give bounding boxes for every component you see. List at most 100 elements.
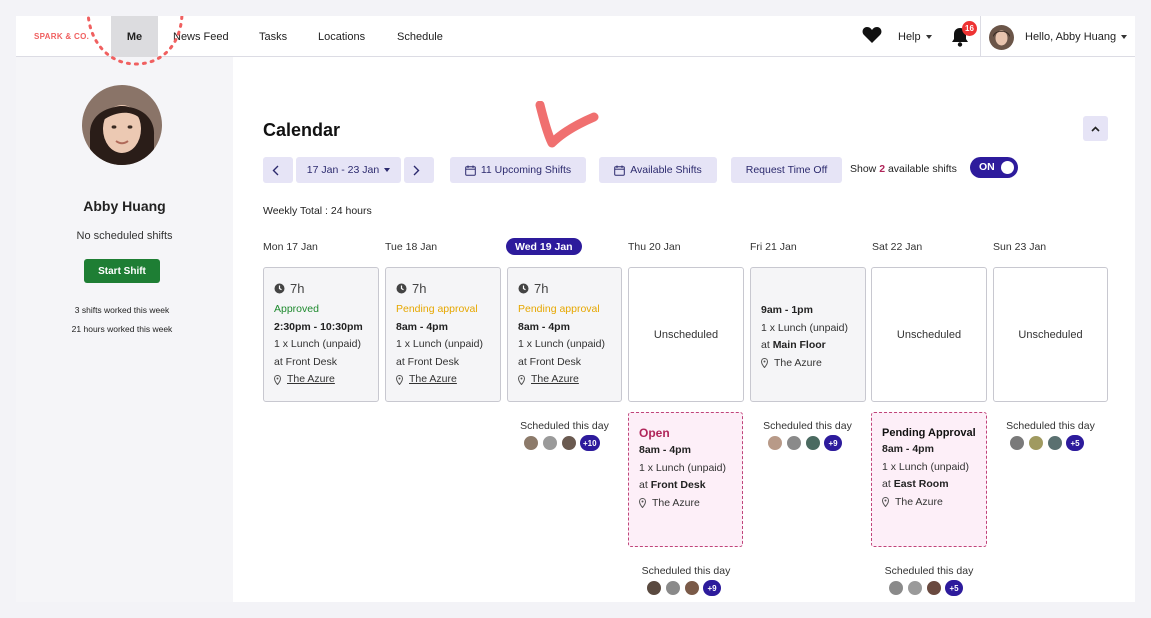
nav-news-feed[interactable]: News Feed xyxy=(173,31,229,43)
clock-icon xyxy=(396,283,407,294)
map-pin-icon xyxy=(639,498,646,509)
coworker-avatar xyxy=(542,435,558,451)
coworker-avatar xyxy=(523,435,539,451)
shift-card-mon[interactable]: 7h Approved 2:30pm - 10:30pm 1 x Lunch (… xyxy=(263,267,379,402)
shift-card-fri[interactable]: 9am - 1pm 1 x Lunch (unpaid) at Main Flo… xyxy=(750,267,866,402)
scheduled-avatars-thu[interactable]: +9 xyxy=(646,580,721,596)
available-shifts-label: Available Shifts xyxy=(630,164,702,176)
start-shift-button[interactable]: Start Shift xyxy=(84,259,160,283)
nav-locations[interactable]: Locations xyxy=(318,31,366,43)
shift-venue: The Azure xyxy=(396,371,490,389)
shift-hours: 7h xyxy=(518,281,611,296)
weekly-total: Weekly Total : 24 hours xyxy=(263,205,372,217)
show-count: 2 xyxy=(879,163,886,175)
venue-link[interactable]: The Azure xyxy=(409,373,457,385)
open-shift-card-thu[interactable]: Open 8am - 4pm 1 x Lunch (unpaid) at Fro… xyxy=(628,412,743,547)
map-pin-icon xyxy=(396,374,403,385)
shift-venue: The Azure xyxy=(274,371,368,389)
user-menu[interactable]: Hello, Abby Huang xyxy=(1025,31,1128,43)
profile-sidebar: Abby Huang No scheduled shifts Start Shi… xyxy=(16,57,233,602)
next-week-button[interactable] xyxy=(404,157,434,183)
scheduled-label-wed: Scheduled this day xyxy=(520,420,609,432)
shift-card-wed[interactable]: 7h Pending approval 8am - 4pm 1 x Lunch … xyxy=(507,267,622,402)
shift-venue: The Azure xyxy=(761,355,855,373)
area-place: Main Floor xyxy=(772,339,826,351)
user-avatar-icon xyxy=(989,25,1014,50)
chevron-down-icon xyxy=(1121,35,1128,40)
shift-venue: The Azure xyxy=(882,494,976,512)
user-avatar[interactable] xyxy=(989,25,1014,50)
toggle-label: ON xyxy=(979,161,995,173)
coworker-avatar xyxy=(1009,435,1025,451)
scheduled-avatars-sat[interactable]: +5 xyxy=(888,580,963,596)
date-range-dropdown[interactable]: 17 Jan - 23 Jan xyxy=(296,157,401,183)
show-available-toggle[interactable]: ON xyxy=(970,157,1018,178)
venue-name: The Azure xyxy=(895,495,943,508)
scheduled-label-thu: Scheduled this day xyxy=(641,565,731,577)
pending-shift-title: Pending Approval xyxy=(882,427,976,439)
map-pin-icon xyxy=(761,358,768,369)
area-place: East Room xyxy=(893,478,949,490)
shift-status: Pending approval xyxy=(518,303,600,315)
shift-card-tue[interactable]: 7h Pending approval 8am - 4pm 1 x Lunch … xyxy=(385,267,501,402)
shift-time: 2:30pm - 10:30pm xyxy=(274,320,363,333)
scheduled-label-fri: Scheduled this day xyxy=(763,420,852,432)
toggle-knob xyxy=(1001,161,1014,174)
shift-area: at Front Desk xyxy=(396,355,460,368)
coworker-avatar xyxy=(561,435,577,451)
shift-venue: The Azure xyxy=(518,371,611,389)
clock-icon xyxy=(274,283,285,294)
shift-area: at Front Desk xyxy=(274,355,338,368)
coworker-avatar xyxy=(786,435,802,451)
profile-name: Abby Huang xyxy=(83,198,166,214)
area-prefix: at xyxy=(761,339,770,351)
scheduled-avatars-wed[interactable]: +10 xyxy=(523,435,600,451)
shift-time: 8am - 4pm xyxy=(396,320,448,333)
open-shift-title: Open xyxy=(639,426,670,440)
brand-logo[interactable]: SPARK & CO. xyxy=(34,32,90,41)
unscheduled-card-thu: Unscheduled xyxy=(628,267,744,402)
collapse-button[interactable] xyxy=(1083,116,1108,141)
hours-worked-stat: 21 hours worked this week xyxy=(71,324,173,334)
shift-area: at East Room xyxy=(882,476,976,494)
upcoming-shifts-label: 11 Upcoming Shifts xyxy=(480,164,572,176)
shift-venue: The Azure xyxy=(639,495,732,513)
available-shifts-button[interactable]: Available Shifts xyxy=(599,157,717,183)
profile-avatar xyxy=(82,85,162,165)
nav-me[interactable]: Me xyxy=(111,16,158,57)
nav-tasks[interactable]: Tasks xyxy=(259,31,288,43)
nav-divider xyxy=(980,16,981,57)
heart-icon[interactable] xyxy=(862,26,882,44)
shift-break: 1 x Lunch (unpaid) xyxy=(761,321,848,334)
shifts-worked-stat: 3 shifts worked this week xyxy=(74,305,170,315)
more-count-badge: +9 xyxy=(824,435,842,451)
scheduled-label-sat: Scheduled this day xyxy=(884,565,974,577)
shift-area: at Front Desk xyxy=(518,355,582,368)
profile-photo-icon xyxy=(82,85,162,165)
page-title: Calendar xyxy=(263,120,341,140)
coworker-avatar xyxy=(1028,435,1044,451)
upcoming-shifts-button[interactable]: 11 Upcoming Shifts xyxy=(450,157,586,183)
unscheduled-card-sun: Unscheduled xyxy=(993,267,1108,402)
pending-shift-card-sat[interactable]: Pending Approval 8am - 4pm 1 x Lunch (un… xyxy=(871,412,987,547)
chevron-left-icon xyxy=(272,165,279,175)
scheduled-avatars-fri[interactable]: +9 xyxy=(767,435,842,451)
shift-break: 1 x Lunch (unpaid) xyxy=(396,338,483,350)
help-menu[interactable]: Help xyxy=(898,31,932,43)
chevron-down-icon xyxy=(384,168,391,172)
scheduled-avatars-sun[interactable]: +5 xyxy=(1009,435,1084,451)
venue-link[interactable]: The Azure xyxy=(287,373,335,385)
venue-link[interactable]: The Azure xyxy=(531,373,579,385)
venue-name: The Azure xyxy=(774,356,822,369)
day-header-fri: Fri 21 Jan xyxy=(750,241,797,253)
coworker-avatar xyxy=(684,580,700,596)
coworker-avatar xyxy=(888,580,904,596)
shift-hours-value: 7h xyxy=(534,281,549,296)
coworker-avatar xyxy=(907,580,923,596)
nav-schedule[interactable]: Schedule xyxy=(397,31,443,43)
map-pin-icon xyxy=(274,374,281,385)
chevron-right-icon xyxy=(413,165,420,175)
day-header-sat: Sat 22 Jan xyxy=(872,241,923,253)
request-time-off-button[interactable]: Request Time Off xyxy=(731,157,842,183)
prev-week-button[interactable] xyxy=(263,157,293,183)
